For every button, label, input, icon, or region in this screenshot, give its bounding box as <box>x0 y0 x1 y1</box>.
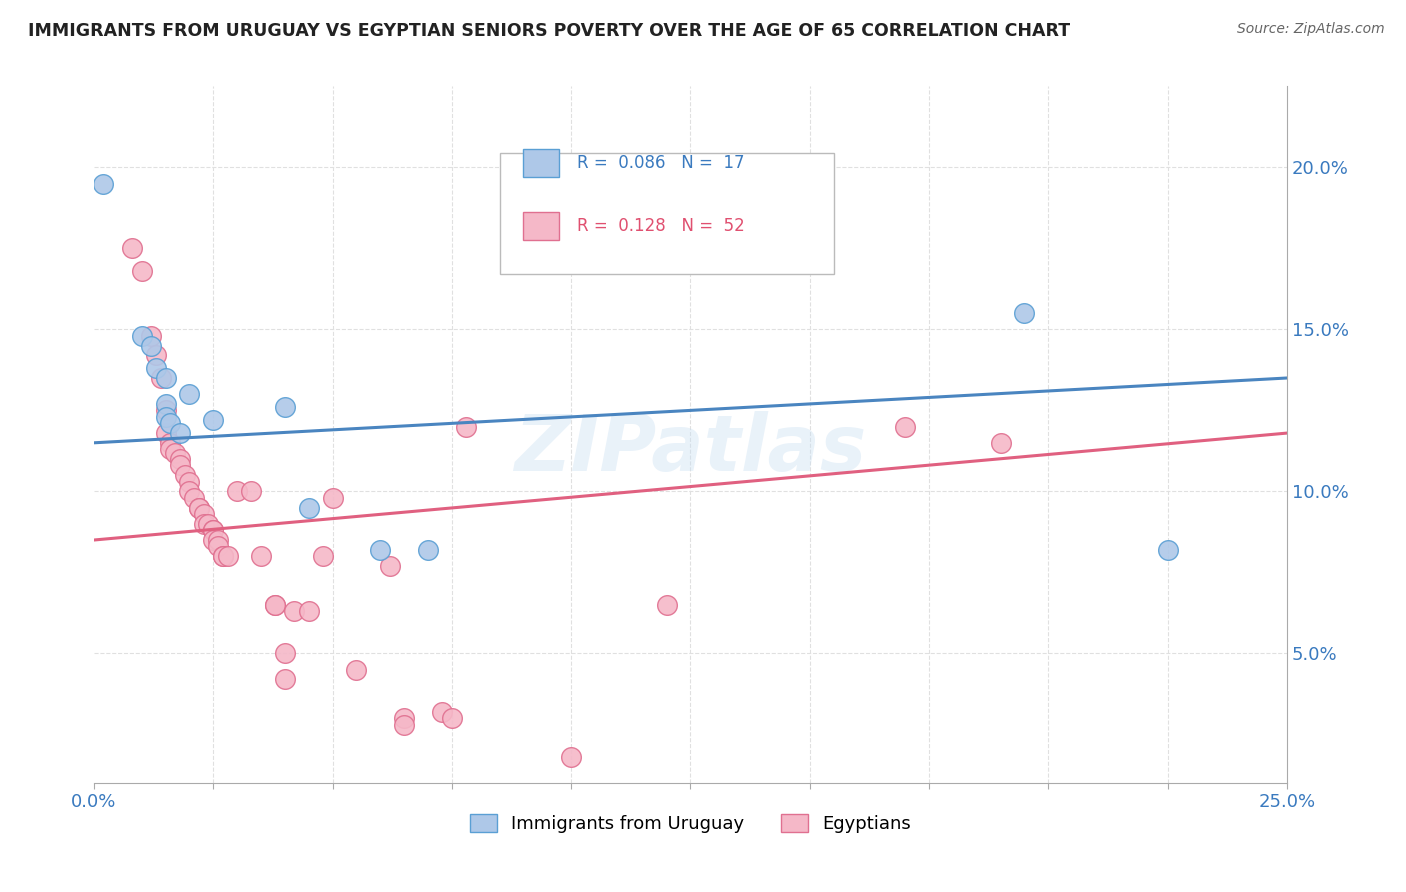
Point <box>250 549 273 564</box>
Point <box>274 400 297 414</box>
Point <box>416 542 439 557</box>
Point <box>141 329 163 343</box>
Text: IMMIGRANTS FROM URUGUAY VS EGYPTIAN SENIORS POVERTY OVER THE AGE OF 65 CORRELATI: IMMIGRANTS FROM URUGUAY VS EGYPTIAN SENI… <box>28 22 1070 40</box>
Point <box>145 348 167 362</box>
Point <box>211 549 233 564</box>
Point <box>560 750 582 764</box>
Point <box>990 435 1012 450</box>
Text: R =  0.086   N =  17: R = 0.086 N = 17 <box>576 154 745 172</box>
Point <box>187 500 209 515</box>
Point <box>312 549 335 564</box>
Point <box>121 241 143 255</box>
Point <box>155 403 177 417</box>
Point <box>1014 306 1036 320</box>
Point <box>159 442 181 457</box>
Point <box>145 361 167 376</box>
Point <box>1156 542 1178 557</box>
Point <box>211 549 233 564</box>
Point <box>264 598 287 612</box>
Point <box>226 484 249 499</box>
Text: ZIPatlas: ZIPatlas <box>515 410 866 487</box>
Text: R =  0.128   N =  52: R = 0.128 N = 52 <box>576 217 745 235</box>
Point <box>159 435 181 450</box>
Point <box>165 445 187 459</box>
Point <box>207 533 229 547</box>
Point <box>344 663 367 677</box>
Point <box>169 458 191 473</box>
Point <box>173 468 195 483</box>
Point <box>202 524 225 538</box>
Point <box>155 409 177 424</box>
Point <box>217 549 239 564</box>
Point <box>727 219 749 233</box>
Bar <box>523 149 560 177</box>
Point <box>202 533 225 547</box>
Point <box>179 387 201 401</box>
Point <box>169 426 191 441</box>
Point <box>207 540 229 554</box>
Point <box>655 598 678 612</box>
Point <box>155 371 177 385</box>
Legend: Immigrants from Uruguay, Egyptians: Immigrants from Uruguay, Egyptians <box>470 814 911 833</box>
Point <box>183 491 205 505</box>
Point <box>894 419 917 434</box>
Point <box>440 711 463 725</box>
Point <box>378 558 401 573</box>
Point <box>179 475 201 489</box>
Point <box>155 426 177 441</box>
Point <box>141 338 163 352</box>
FancyBboxPatch shape <box>499 153 834 275</box>
Point <box>202 413 225 427</box>
Point <box>187 500 209 515</box>
Bar <box>523 211 560 240</box>
Text: Source: ZipAtlas.com: Source: ZipAtlas.com <box>1237 22 1385 37</box>
Point <box>240 484 263 499</box>
Point <box>193 516 215 531</box>
Point <box>322 491 344 505</box>
Point <box>169 452 191 467</box>
Point <box>202 524 225 538</box>
Point <box>274 673 297 687</box>
Point <box>274 647 297 661</box>
Point <box>283 604 305 618</box>
Point <box>131 329 153 343</box>
Point <box>131 264 153 278</box>
Point <box>179 484 201 499</box>
Point <box>392 717 415 731</box>
Point <box>392 711 415 725</box>
Point <box>264 598 287 612</box>
Point <box>456 419 478 434</box>
Point <box>432 705 454 719</box>
Point <box>155 397 177 411</box>
Point <box>193 507 215 521</box>
Point <box>298 604 321 618</box>
Point <box>298 500 321 515</box>
Point <box>93 177 115 191</box>
Point <box>159 417 181 431</box>
Point <box>149 371 172 385</box>
Point <box>197 516 219 531</box>
Point <box>368 542 391 557</box>
